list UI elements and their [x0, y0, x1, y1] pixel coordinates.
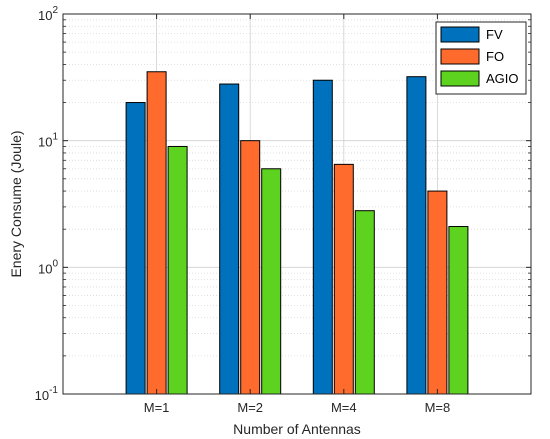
bar-fv-m2: [219, 83, 240, 395]
x-axis-ticks: M=1 M=2 M=4 M=8: [144, 14, 450, 415]
bar-fo-m1: [146, 71, 167, 395]
bar-fo-m4: [333, 163, 354, 395]
bar-fv-m8: [406, 76, 427, 395]
x-tick-label: M=1: [144, 400, 170, 415]
legend-label-agio: AGIO: [486, 71, 519, 86]
bar-agio-m2: [261, 168, 282, 395]
legend: FV FO AGIO: [435, 21, 527, 95]
legend-swatch-agio: [440, 70, 480, 87]
y-tick-label: 102: [38, 5, 58, 23]
y-axis-label: Enery Consume (Joule): [8, 130, 24, 277]
x-axis-label: Number of Antennas: [233, 421, 361, 437]
plot-frame: [62, 13, 532, 395]
bar-fv-m1: [125, 102, 146, 395]
legend-label-fo: FO: [486, 49, 504, 64]
bar-fo-m2: [240, 140, 261, 395]
y-tick-label: 101: [38, 132, 58, 150]
x-tick-label: M=4: [331, 400, 357, 415]
legend-swatch-fv: [440, 26, 480, 43]
bar-agio-m1: [167, 145, 188, 395]
x-tick-label: M=2: [237, 400, 263, 415]
y-axis-ticks: 10-1 100 101 102: [35, 5, 531, 403]
bar-fv-m4: [312, 79, 333, 395]
bar-agio-m8: [448, 226, 469, 395]
bar-agio-m4: [354, 210, 375, 395]
x-tick-label: M=8: [425, 400, 451, 415]
legend-label-fv: FV: [486, 27, 503, 42]
y-tick-label: 10-1: [35, 385, 59, 403]
bar-fo-m8: [427, 190, 448, 395]
legend-swatch-fo: [440, 48, 480, 65]
y-tick-label: 100: [38, 258, 58, 276]
